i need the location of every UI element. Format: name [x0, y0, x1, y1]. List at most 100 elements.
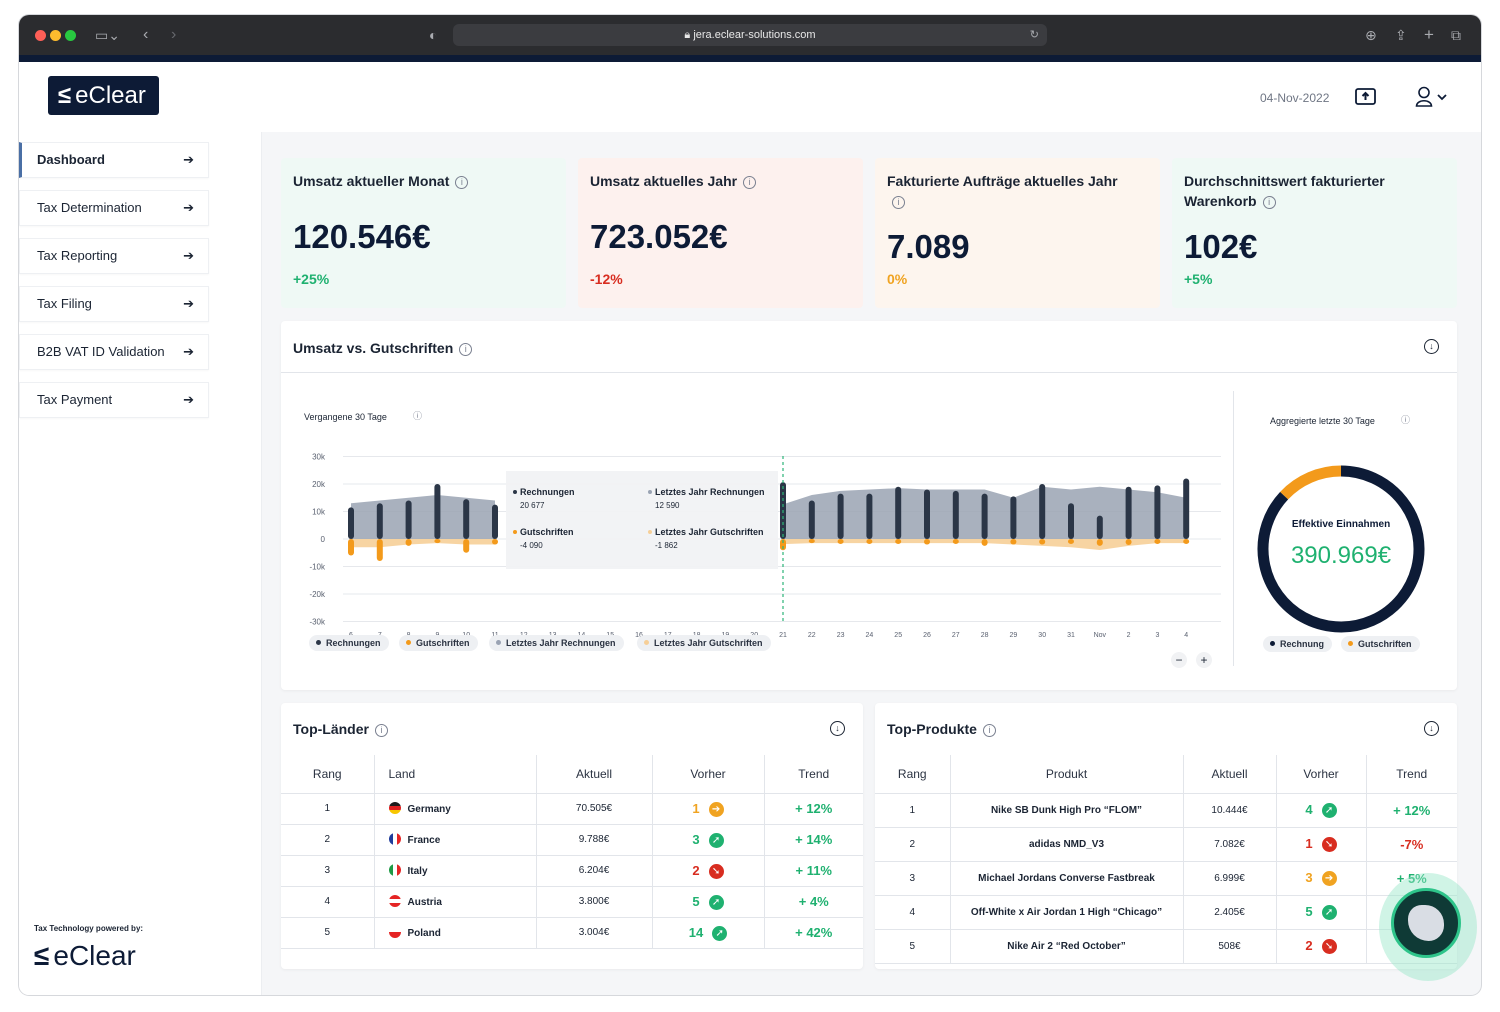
- bar-gutschriften[interactable]: [1154, 539, 1161, 544]
- info-icon[interactable]: i: [892, 196, 905, 209]
- bar-gutschriften[interactable]: [808, 539, 815, 544]
- legend-gutschriften[interactable]: Gutschriften: [399, 635, 478, 651]
- maximize-window-button[interactable]: [65, 30, 76, 41]
- bar-rechnungen[interactable]: [348, 507, 354, 539]
- bar-gutschriften[interactable]: [1068, 539, 1074, 544]
- bar-rechnungen[interactable]: [1010, 496, 1017, 539]
- bar-rechnungen[interactable]: [405, 500, 412, 540]
- sidebar-item-vat-validation[interactable]: B2B VAT ID Validation ➔: [19, 334, 209, 370]
- back-icon[interactable]: ‹: [143, 26, 149, 43]
- bar-gutschriften[interactable]: [1183, 539, 1190, 544]
- sidebar-item-tax-filing[interactable]: Tax Filing ➔: [19, 286, 209, 322]
- bar-gutschriften[interactable]: [376, 539, 383, 561]
- bar-gutschriften[interactable]: [405, 539, 412, 546]
- shield-icon[interactable]: ◐: [429, 27, 438, 43]
- bar-rechnungen[interactable]: [376, 503, 383, 539]
- download-products-icon[interactable]: ↓: [1424, 721, 1439, 736]
- bar-gutschriften[interactable]: [463, 539, 470, 553]
- tabs-overview-icon[interactable]: ⧉: [1451, 27, 1461, 43]
- bar-rechnungen[interactable]: [952, 490, 959, 539]
- sidebar-item-tax-payment[interactable]: Tax Payment ➔: [19, 382, 209, 418]
- kpi-title: Umsatz aktueller Monat i: [293, 171, 554, 191]
- zoom-out-button[interactable]: −: [1171, 652, 1187, 668]
- header-accent-bar: [19, 55, 1481, 62]
- bar-gutschriften[interactable]: [434, 539, 441, 544]
- bar-rechnungen[interactable]: [1125, 486, 1132, 539]
- bar-rechnungen[interactable]: [1068, 503, 1074, 539]
- bar-rechnungen[interactable]: [981, 493, 988, 539]
- bar-rechnungen[interactable]: [1154, 485, 1161, 539]
- upload-icon[interactable]: [1355, 88, 1377, 106]
- bar-gutschriften[interactable]: [780, 539, 786, 551]
- bar-rechnungen[interactable]: [837, 493, 844, 539]
- sidebar-item-dashboard[interactable]: Dashboard ➔: [19, 142, 209, 178]
- bar-rechnungen[interactable]: [866, 493, 873, 539]
- bar-rechnungen[interactable]: [492, 504, 498, 539]
- info-icon[interactable]: i: [982, 724, 996, 737]
- bar-rechnungen[interactable]: [924, 489, 930, 540]
- table-row[interactable]: 4 Off-White x Air Jordan 1 High “Chicago”…: [875, 895, 1457, 930]
- table-row[interactable]: 2 adidas NMD_V3 7.082€ 1 ➘ -7%: [875, 827, 1457, 862]
- info-icon[interactable]: ⓘ: [413, 411, 422, 421]
- download-countries-icon[interactable]: ↓: [830, 721, 845, 736]
- zoom-in-button[interactable]: +: [1196, 652, 1212, 668]
- download-chart-icon[interactable]: ↓: [1424, 339, 1439, 354]
- reload-icon[interactable]: ↻: [1029, 29, 1039, 41]
- donut-slice-rechnung[interactable]: [1257, 465, 1425, 633]
- table-row[interactable]: 3 Italy 6.204€ 2 ➘ + 11%: [281, 855, 863, 887]
- table-row[interactable]: 5 Nike Air 2 “Red October” 508€ 2 ➘: [875, 929, 1457, 964]
- user-menu-icon[interactable]: [1415, 86, 1451, 108]
- bar-gutschriften[interactable]: [981, 539, 988, 546]
- sidebar-item-tax-determination[interactable]: Tax Determination ➔: [19, 190, 209, 226]
- bar-rechnungen[interactable]: [463, 499, 470, 539]
- bar-gutschriften[interactable]: [924, 539, 930, 545]
- info-icon[interactable]: i: [459, 343, 473, 356]
- trend-down-icon: ➘: [1321, 837, 1337, 852]
- legend-ly-gutschriften[interactable]: Letztes Jahr Gutschriften: [637, 635, 771, 651]
- new-tab-icon[interactable]: +: [1424, 25, 1434, 44]
- donut-slice-gutschriften[interactable]: [1280, 465, 1342, 500]
- share-icon[interactable]: ⇪: [1395, 27, 1407, 43]
- bar-rechnungen[interactable]: [895, 486, 902, 539]
- bar-rechnungen[interactable]: [1039, 484, 1046, 539]
- table-row[interactable]: 3 Michael Jordans Converse Fastbreak 6.999…: [875, 861, 1457, 896]
- table-row[interactable]: 4 Austria 3.800€ 5 ➚ + 4%: [281, 886, 863, 918]
- bar-gutschriften[interactable]: [1039, 539, 1046, 545]
- bar-rechnungen[interactable]: [808, 500, 815, 540]
- bar-gutschriften[interactable]: [1125, 539, 1132, 546]
- legend-rechnungen[interactable]: Rechnungen: [309, 635, 389, 651]
- chat-assistant-button[interactable]: [1379, 873, 1477, 981]
- bar-gutschriften[interactable]: [1010, 539, 1017, 545]
- info-icon[interactable]: i: [455, 176, 469, 189]
- browser-window: ▭⌄ ‹ › ◐ 🔒︎ jera.eclear-solutions.com ↻ ⊕…: [19, 15, 1481, 995]
- legend-donut-rechnung[interactable]: Rechnung: [1263, 636, 1332, 652]
- info-icon[interactable]: i: [743, 176, 757, 189]
- table-row[interactable]: 2 France 9.788€ 3 ➚ + 14%: [281, 824, 863, 856]
- address-bar[interactable]: 🔒︎ jera.eclear-solutions.com ↻: [453, 24, 1047, 46]
- bar-rechnungen[interactable]: [434, 484, 441, 539]
- bar-gutschriften[interactable]: [1096, 539, 1103, 546]
- table-row[interactable]: 1 Nike SB Dunk High Pro “FLOM” 10.444€ 4 ➚ + …: [875, 793, 1457, 828]
- table-row[interactable]: 5 Poland 3.004€ 14 ➚ + 42%: [281, 917, 863, 949]
- bar-gutschriften[interactable]: [895, 539, 902, 544]
- sidebar-item-tax-reporting[interactable]: Tax Reporting ➔: [19, 238, 209, 274]
- info-icon[interactable]: ⓘ: [1401, 415, 1410, 425]
- legend-donut-gutschriften[interactable]: Gutschriften: [1341, 636, 1420, 652]
- forward-icon[interactable]: ›: [171, 26, 177, 43]
- legend-ly-rechnungen[interactable]: Letztes Jahr Rechnungen: [489, 635, 624, 651]
- bar-rechnungen[interactable]: [1096, 515, 1103, 539]
- bar-gutschriften[interactable]: [837, 539, 844, 544]
- close-window-button[interactable]: [35, 30, 46, 41]
- info-icon[interactable]: i: [1262, 196, 1276, 209]
- bar-gutschriften[interactable]: [866, 539, 873, 544]
- minimize-window-button[interactable]: [50, 30, 61, 41]
- bar-gutschriften[interactable]: [952, 539, 959, 544]
- bar-gutschriften[interactable]: [492, 539, 498, 545]
- sidebar-toggle-icon[interactable]: ▭⌄: [95, 27, 120, 43]
- info-icon[interactable]: i: [374, 724, 388, 737]
- bar-gutschriften[interactable]: [348, 539, 354, 556]
- download-icon[interactable]: ⊕: [1365, 27, 1377, 43]
- bar-rechnungen[interactable]: [1183, 478, 1190, 540]
- eclear-logo[interactable]: ≤ eClear: [48, 76, 159, 115]
- table-row[interactable]: 1 Germany 70.505€ 1 ➔ + 12%: [281, 793, 863, 825]
